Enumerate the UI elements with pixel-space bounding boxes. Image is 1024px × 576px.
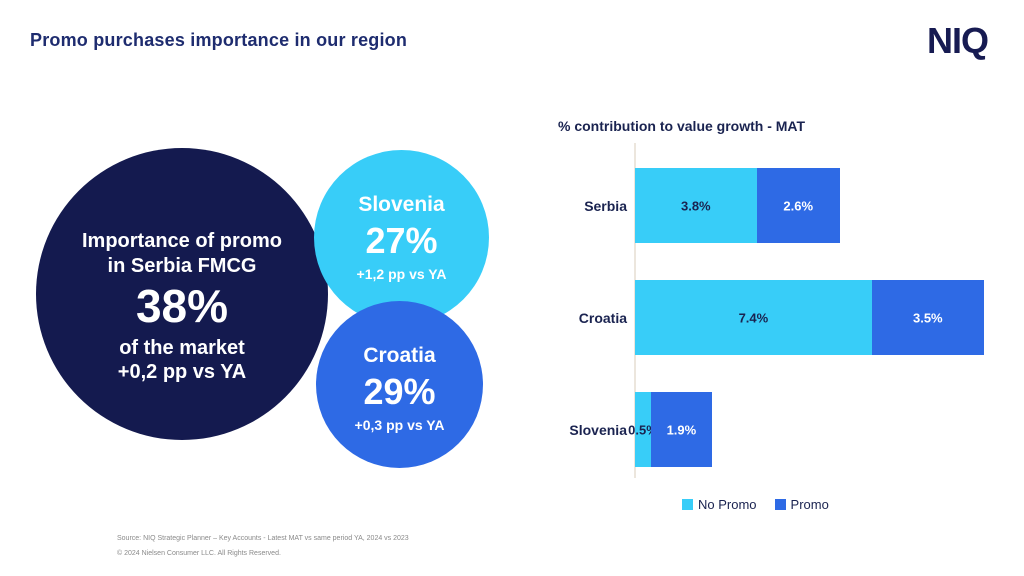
bubble-serbia-line2: in Serbia FMCG <box>107 254 257 277</box>
niq-logo: NIQ <box>926 20 989 61</box>
legend-swatch-promo-icon <box>774 499 786 510</box>
footer: Source: NIQ Strategic Planner – Key Acco… <box>117 531 409 562</box>
category-label-croatia: Croatia <box>578 309 627 326</box>
bubble-croatia-name: Croatia <box>363 344 436 368</box>
bar-value-label: 3.5% <box>912 310 943 325</box>
copyright-note: © 2024 Nielsen Consumer LLC. All Rights … <box>117 550 281 558</box>
legend-swatch-no-promo-icon <box>682 499 693 510</box>
bubble-serbia-line3: of the market <box>119 336 245 359</box>
bar-value-label: 2.6% <box>783 198 814 213</box>
bar-value-label: 3.8% <box>680 198 711 213</box>
category-label-slovenia: Slovenia <box>569 421 627 438</box>
source-note: Source: NIQ Strategic Planner – Key Acco… <box>117 535 409 542</box>
bar-slovenia-promo: 1.9% <box>651 392 712 467</box>
chart-title: % contribution to value growth - MAT <box>558 118 806 134</box>
bubble-croatia-delta: +0,3 pp vs YA <box>354 416 445 433</box>
bar-croatia-no-promo: 7.4% <box>635 280 872 355</box>
bubble-slovenia-delta: +1,2 pp vs YA <box>356 265 447 282</box>
legend-item-no-promo: No Promo <box>682 497 757 512</box>
bar-croatia-promo: 3.5% <box>871 280 984 355</box>
bubble-croatia: Croatia 29% +0,3 pp vs YA <box>316 301 483 468</box>
bubble-serbia-value: 38% <box>135 280 229 333</box>
bar-value-label: 0.5% <box>628 422 658 437</box>
bubble-serbia: Importance of promo in Serbia FMCG 38% o… <box>36 148 328 440</box>
legend-item-promo: Promo <box>774 497 829 512</box>
bubble-slovenia-name: Slovenia <box>358 193 445 217</box>
bubble-slovenia-value: 27% <box>365 219 438 261</box>
bar-slovenia-no-promo: 0.5% <box>628 392 658 467</box>
chart-legend: No Promo Promo <box>682 497 829 512</box>
bar-serbia-no-promo: 3.8% <box>635 168 757 243</box>
bar-serbia-promo: 2.6% <box>756 168 840 243</box>
bar-value-label: 7.4% <box>738 310 769 325</box>
bubble-serbia-line1: Importance of promo <box>81 230 282 253</box>
bubble-serbia-line4: +0,2 pp vs YA <box>117 361 247 384</box>
page-title: Promo purchases importance in our region <box>30 30 408 50</box>
bubble-croatia-value: 29% <box>363 370 436 412</box>
legend-label-no-promo: No Promo <box>698 497 757 512</box>
bar-value-label: 1.9% <box>666 422 697 437</box>
legend-label-promo: Promo <box>790 497 829 512</box>
bubble-slovenia: Slovenia 27% +1,2 pp vs YA <box>314 150 489 325</box>
category-label-serbia: Serbia <box>584 197 627 214</box>
